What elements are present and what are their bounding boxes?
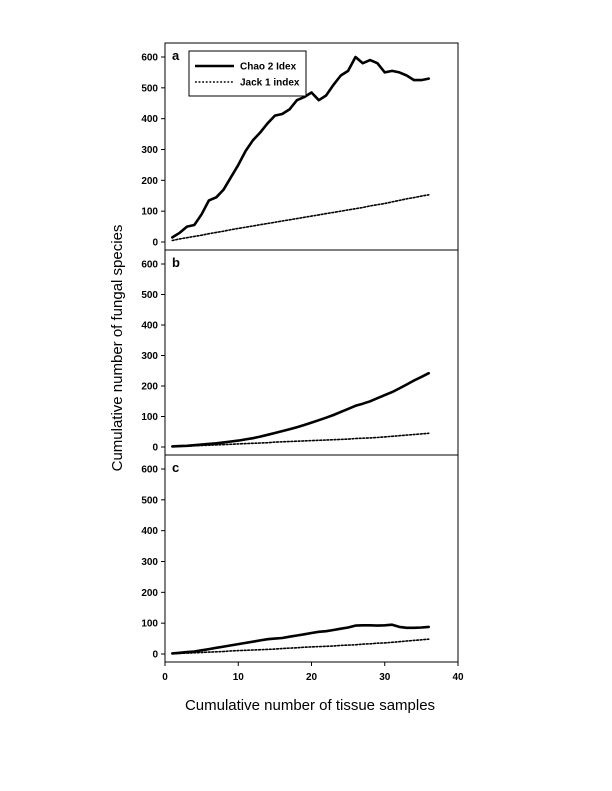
y-tick-label: 200 [141,176,158,187]
y-axis-label: Cumulative number of fungal species [109,225,126,472]
x-tick-label: 20 [306,672,318,683]
y-tick-label: 400 [141,321,158,332]
y-tick-label: 100 [141,207,158,218]
y-tick-label: 500 [141,495,158,506]
y-tick-label: 200 [141,588,158,599]
y-tick-label: 200 [141,382,158,393]
y-tick-label: 100 [141,412,158,423]
series-line-chao2 [171,371,431,448]
x-axis-label: Cumulative number of tissue samples [185,697,435,714]
y-tick-label: 600 [141,53,158,64]
panel-a: 0 100 200 300 400 500 600 a Chao 2 Idex Jack 1 in… [141,42,459,251]
y-tick-label: 100 [141,619,158,630]
panel-frame [164,249,459,456]
panel-label: c [172,460,179,475]
legend-label-jack1: Jack 1 index [240,78,300,89]
y-tick-label: 0 [152,650,158,661]
panel-frame [164,454,459,663]
series-line-jack1 [171,194,430,242]
series-line-jack1 [171,432,430,448]
y-tick-label: 300 [141,557,158,568]
y-tick-label: 600 [141,465,158,476]
panel-label: a [172,48,180,63]
y-tick-label: 0 [152,238,158,249]
y-tick-label: 0 [152,443,158,454]
legend-label-chao2: Chao 2 Idex [240,62,297,73]
y-tick-label: 300 [141,145,158,156]
series-line-chao2 [171,55,431,239]
y-tick-label: 300 [141,351,158,362]
x-tick-label: 0 [162,672,168,683]
legend: Chao 2 Idex Jack 1 index [188,50,307,97]
panel-c: 0 100 200 300 400 500 600 c 0 10 20 30 40 [141,454,464,683]
series-line-chao2 [171,623,431,655]
y-tick-label: 500 [141,83,158,94]
legend-box [188,50,307,97]
y-tick-label: 500 [141,290,158,301]
panel-b: 0 100 200 300 400 500 600 b [141,249,459,456]
series-line-jack1 [171,638,430,655]
x-tick-label: 40 [452,672,464,683]
y-tick-label: 600 [141,260,158,271]
x-tick-label: 30 [379,672,391,683]
x-tick-label: 10 [233,672,245,683]
panel-label: b [172,255,180,270]
y-tick-label: 400 [141,526,158,537]
y-tick-label: 400 [141,114,158,125]
